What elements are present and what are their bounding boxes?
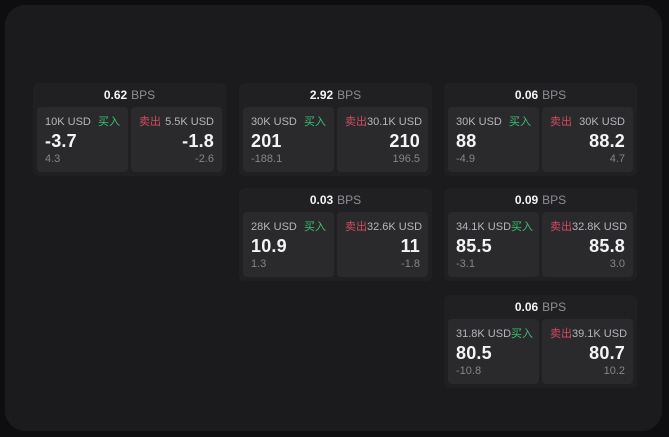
buy-tile[interactable]: 30K USD 买入 88 -4.9: [448, 107, 539, 172]
buy-main-value: 85.5: [456, 236, 492, 256]
quote-card[interactable]: 0.06 BPS 30K USD 买入 88 -4.9 卖出 30K USD 88…: [444, 83, 637, 176]
tiles: 30K USD 买入 201 -188.1 卖出 30.1K USD 210 1…: [243, 107, 428, 172]
sell-sub-value: -1.8: [401, 258, 420, 270]
buy-tile[interactable]: 30K USD 买入 201 -188.1: [243, 107, 334, 172]
sell-main-value: -1.8: [182, 131, 214, 151]
quote-card[interactable]: 0.06 BPS 31.8K USD 买入 80.5 -10.8 卖出 39.1K…: [444, 295, 637, 388]
sell-side-label: 卖出: [139, 116, 161, 128]
buy-side-label: 买入: [509, 116, 531, 128]
bps-unit: BPS: [542, 88, 567, 102]
bps-unit: BPS: [337, 193, 362, 207]
sell-main-value: 210: [389, 131, 420, 151]
buy-side-label: 买入: [511, 328, 534, 340]
quote-card[interactable]: 0.03 BPS 28K USD 买入 10.9 1.3 卖出 32.6K USD…: [239, 188, 432, 281]
bps-unit: BPS: [337, 88, 362, 102]
sell-main-value: 11: [400, 236, 420, 256]
buy-amount-label: 10K USD: [45, 116, 91, 128]
sell-tile[interactable]: 卖出 32.6K USD 11 -1.8: [337, 212, 428, 277]
sell-tile[interactable]: 卖出 5.5K USD -1.8 -2.6: [131, 107, 222, 172]
bps-value: 0.09: [514, 193, 539, 207]
quote-card[interactable]: 2.92 BPS 30K USD 买入 201 -188.1 卖出 30.1K U…: [239, 83, 432, 176]
buy-main-value: 88: [456, 131, 477, 151]
sell-amount-label: 5.5K USD: [165, 116, 214, 128]
sell-sub-value: -2.6: [195, 153, 214, 165]
sell-side-label: 卖出: [345, 116, 367, 128]
bps-unit: BPS: [542, 193, 567, 207]
buy-amount-label: 28K USD: [251, 221, 297, 233]
bps-value: 0.03: [309, 193, 334, 207]
sell-tile[interactable]: 卖出 32.8K USD 85.8 3.0: [542, 212, 633, 277]
sell-amount-label: 30K USD: [579, 116, 625, 128]
tiles: 10K USD 买入 -3.7 4.3 卖出 5.5K USD -1.8 -2.…: [37, 107, 222, 172]
buy-side-label: 买入: [511, 221, 534, 233]
sell-amount-label: 30.1K USD: [367, 116, 423, 128]
buy-tile[interactable]: 34.1K USD 买入 85.5 -3.1: [448, 212, 539, 277]
buy-sub-value: -4.9: [456, 153, 475, 165]
sell-sub-value: 196.5: [392, 153, 420, 165]
tiles: 30K USD 买入 88 -4.9 卖出 30K USD 88.2 4.7: [448, 107, 633, 172]
sell-side-label: 卖出: [550, 221, 572, 233]
sell-tile[interactable]: 卖出 39.1K USD 80.7 10.2: [542, 319, 633, 384]
buy-sub-value: -10.8: [456, 365, 482, 377]
tiles: 34.1K USD 买入 85.5 -3.1 卖出 32.8K USD 85.8…: [448, 212, 633, 277]
buy-side-label: 买入: [304, 116, 326, 128]
bps-unit: BPS: [542, 300, 567, 314]
buy-tile[interactable]: 28K USD 买入 10.9 1.3: [243, 212, 334, 277]
sell-side-label: 卖出: [345, 221, 367, 233]
card-header: 0.62 BPS: [33, 83, 226, 107]
buy-sub-value: -188.1: [251, 153, 283, 165]
sell-main-value: 88.2: [589, 131, 625, 151]
bps-value: 2.92: [309, 88, 334, 102]
sell-sub-value: 10.2: [603, 365, 625, 377]
bps-value: 0.62: [103, 88, 128, 102]
buy-side-label: 买入: [98, 116, 120, 128]
card-header: 0.03 BPS: [239, 188, 432, 212]
sell-main-value: 80.7: [589, 343, 625, 363]
buy-sub-value: 4.3: [45, 153, 61, 165]
sell-tile[interactable]: 卖出 30K USD 88.2 4.7: [542, 107, 633, 172]
buy-main-value: 80.5: [456, 343, 492, 363]
app-window: 0.62 BPS 10K USD 买入 -3.7 4.3 卖出 5.5K USD …: [5, 5, 662, 431]
quote-card[interactable]: 0.62 BPS 10K USD 买入 -3.7 4.3 卖出 5.5K USD …: [33, 83, 226, 176]
buy-amount-label: 30K USD: [456, 116, 502, 128]
tiles: 31.8K USD 买入 80.5 -10.8 卖出 39.1K USD 80.…: [448, 319, 633, 384]
sell-side-label: 卖出: [550, 328, 572, 340]
sell-tile[interactable]: 卖出 30.1K USD 210 196.5: [337, 107, 428, 172]
buy-sub-value: 1.3: [251, 258, 267, 270]
bps-value: 0.06: [514, 300, 539, 314]
buy-sub-value: -3.1: [456, 258, 475, 270]
card-header: 0.09 BPS: [444, 188, 637, 212]
sell-sub-value: 4.7: [609, 153, 625, 165]
sell-sub-value: 3.0: [609, 258, 625, 270]
buy-amount-label: 30K USD: [251, 116, 297, 128]
buy-tile[interactable]: 31.8K USD 买入 80.5 -10.8: [448, 319, 539, 384]
buy-amount-label: 34.1K USD: [456, 221, 512, 233]
quote-card[interactable]: 0.09 BPS 34.1K USD 买入 85.5 -3.1 卖出 32.8K …: [444, 188, 637, 281]
buy-tile[interactable]: 10K USD 买入 -3.7 4.3: [37, 107, 128, 172]
card-header: 0.06 BPS: [444, 295, 637, 319]
buy-amount-label: 31.8K USD: [456, 328, 512, 340]
sell-amount-label: 39.1K USD: [572, 328, 628, 340]
buy-main-value: 10.9: [251, 236, 287, 256]
buy-main-value: -3.7: [45, 131, 77, 151]
sell-amount-label: 32.6K USD: [367, 221, 423, 233]
card-header: 0.06 BPS: [444, 83, 637, 107]
sell-amount-label: 32.8K USD: [572, 221, 628, 233]
buy-side-label: 买入: [304, 221, 326, 233]
sell-side-label: 卖出: [550, 116, 572, 128]
card-header: 2.92 BPS: [239, 83, 432, 107]
sell-main-value: 85.8: [589, 236, 625, 256]
bps-unit: BPS: [131, 88, 156, 102]
buy-main-value: 201: [251, 131, 282, 151]
bps-value: 0.06: [514, 88, 539, 102]
tiles: 28K USD 买入 10.9 1.3 卖出 32.6K USD 11 -1.8: [243, 212, 428, 277]
